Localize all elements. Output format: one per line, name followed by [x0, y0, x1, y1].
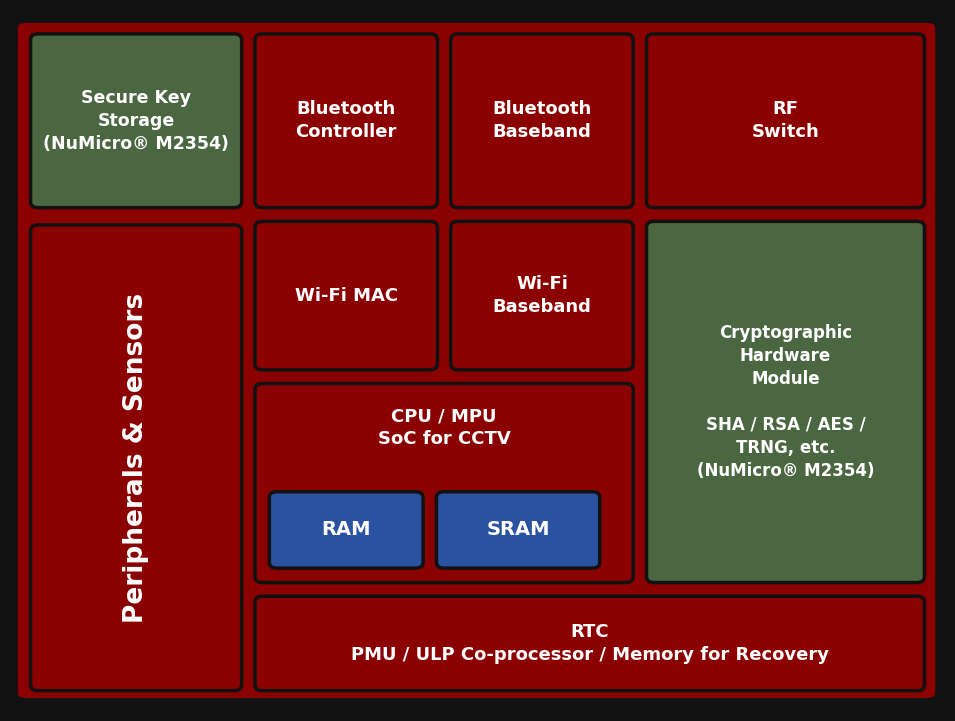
Text: SRAM: SRAM	[486, 521, 550, 539]
FancyBboxPatch shape	[255, 596, 924, 691]
FancyBboxPatch shape	[436, 492, 600, 568]
FancyBboxPatch shape	[14, 19, 939, 702]
FancyBboxPatch shape	[31, 225, 242, 691]
FancyBboxPatch shape	[647, 34, 924, 208]
FancyBboxPatch shape	[451, 221, 633, 370]
FancyBboxPatch shape	[255, 384, 633, 583]
FancyBboxPatch shape	[255, 34, 437, 208]
FancyBboxPatch shape	[451, 34, 633, 208]
FancyBboxPatch shape	[269, 492, 423, 568]
Text: Wi-Fi MAC: Wi-Fi MAC	[295, 287, 397, 304]
FancyBboxPatch shape	[255, 221, 437, 370]
Text: Wi-Fi
Baseband: Wi-Fi Baseband	[493, 275, 591, 316]
Text: RF
Switch: RF Switch	[752, 100, 819, 141]
Text: Peripherals & Sensors: Peripherals & Sensors	[123, 293, 149, 623]
Text: Cryptographic
Hardware
Module

SHA / RSA / AES /
TRNG, etc.
(NuMicro® M2354): Cryptographic Hardware Module SHA / RSA …	[697, 324, 874, 479]
Text: Bluetooth
Controller: Bluetooth Controller	[295, 100, 397, 141]
FancyBboxPatch shape	[647, 221, 924, 583]
Text: CPU / MPU
SoC for CCTV: CPU / MPU SoC for CCTV	[377, 407, 511, 448]
Text: RAM: RAM	[322, 521, 371, 539]
Text: RTC
PMU / ULP Co-processor / Memory for Recovery: RTC PMU / ULP Co-processor / Memory for …	[350, 623, 829, 664]
Text: Secure Key
Storage
(NuMicro® M2354): Secure Key Storage (NuMicro® M2354)	[43, 89, 229, 153]
FancyBboxPatch shape	[31, 34, 242, 208]
Text: Bluetooth
Baseband: Bluetooth Baseband	[493, 100, 591, 141]
